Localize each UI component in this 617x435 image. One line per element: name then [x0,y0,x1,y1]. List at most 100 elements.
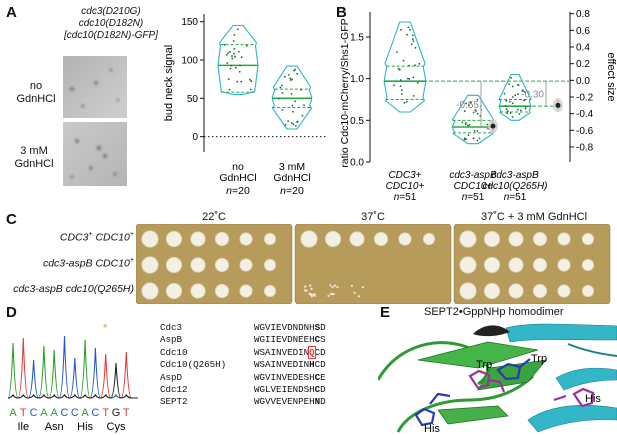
b-violin-2-point [512,96,514,98]
b-violin-0-point [400,28,402,31]
b-x-tick-label: cdc3-aspB [449,170,497,181]
a-violin-0-point [234,55,236,58]
a-violin-0-point [238,70,241,73]
structure-title: SEPT2•GppNHp homodimer [424,306,564,318]
a-violin-0-point [230,64,233,67]
a-violin-1-point [287,120,290,122]
a-violin-0-point [237,50,240,53]
a-violin-1-point [296,120,298,123]
colony-spot [165,256,183,274]
b-violin-1-point [470,101,472,104]
colony-spot [239,284,253,298]
colony-spot [557,258,571,272]
micrograph-no-gdnhcl [63,56,127,118]
b-violin-2-point [505,108,508,110]
colony-spot [349,231,365,247]
b-violin-1-point [466,124,469,127]
b-right-tick-label: 0.4 [576,43,590,54]
a-violin-1-point [290,93,293,95]
amino-acid: His [77,421,93,433]
colony-spot [165,230,183,248]
a-violin-0-point [233,34,236,36]
a-y-axis-label: bud neck signal [163,45,175,121]
a-violin-0-point [227,78,230,80]
a-violin-0-point [239,64,241,67]
a-violin-0-point [234,66,237,69]
b-violin-0-point [418,62,421,65]
row-label-no-gdnhcl: no GdnHCl [14,80,58,106]
base-call: C [91,407,99,419]
b-violin-1-point [465,122,467,124]
base-call: T [20,407,27,419]
b-violin-0-point [407,77,409,80]
condition-37c-gdnhcl: 37˚C + 3 mM GdnHCl [480,211,588,223]
b-violin-2-point [503,92,506,95]
b-violin-0-point [408,78,411,80]
b-violin-2-point [523,99,526,102]
b-violin-0-point [411,38,414,41]
label-his-1: His [424,423,440,435]
b-right-tick-label: -0.2 [576,93,594,104]
b-right-tick-label: -0.6 [576,126,594,137]
a-x-tick-label: 3 mM [279,161,305,173]
align-name-5: Cdc12 [160,383,188,395]
panel-d-label: D [6,304,17,321]
b-violin-1-point [476,98,479,101]
b-violin-2-point [518,113,521,115]
strain-aspb-gene2: CDC10 [92,257,130,270]
b-violin-1-point [473,130,476,132]
seq-0-pre: WGVIEVDNDNH [254,322,315,333]
colony-speck [313,294,316,297]
b-violin-0-point [396,51,398,53]
b-y-tick-label: 1.0 [350,74,364,85]
colony-speck [361,286,364,289]
a-violin-1-point [284,75,286,78]
seq-0-post: D [320,322,326,333]
colony-spot [373,231,389,247]
colony-spot [508,257,524,273]
seq-5-mid: C [314,383,321,395]
a-violin-1-point [292,110,294,113]
b-violin-2-point [511,116,514,118]
colony-speck [309,293,312,297]
b-violin-2-point [509,112,512,114]
colony-spot [581,232,595,246]
a-violin-1-point [287,74,290,76]
align-name-3: Cdc10(Q265H) [160,359,227,371]
row-label-3mm-line-1: 3 mM [20,145,48,157]
b-violin-0-point [412,76,415,79]
seq-1-pre: WGIIEVDNEEH [254,334,315,346]
a-violin-0-point [245,44,248,47]
seq-5-post: D [320,383,326,395]
align-name-1: AspB [160,334,183,346]
a-violin-1-point [284,124,287,126]
b-violin-0-point [402,59,405,62]
micrograph-3mm-gdnhcl [63,122,127,186]
align-name-6: SEPT2 [160,396,188,408]
b-violin-1-point [478,137,481,140]
a-violin-0-point [225,54,228,56]
align-name-4: AspD [160,371,183,383]
colony-spot [508,283,524,299]
align-seq-3: WSAINVEDINHCD [254,359,326,371]
b-violin-0-point [414,46,417,49]
a-violin-1-point [292,123,295,126]
b-violin-2-point [517,108,519,111]
b-y-tick-label: 0.0 [350,158,364,169]
strain-q265h-gene1: cdc3-aspB [13,283,63,295]
colony-speck [353,291,356,294]
a-violin-1-outline [271,65,313,130]
strain-label-aspb-q265h: cdc3-aspB cdc10(Q265H) [10,283,134,295]
b-violin-1-point [468,104,470,107]
colony-spot [483,256,501,274]
seq-2-mid: Q [308,345,316,359]
panel-c-label: C [6,211,17,228]
b-effect-label: -0.30 [521,90,544,101]
colony-spot [190,231,206,247]
colony-spot [190,283,206,299]
a-violin-1-point [281,84,283,87]
strain-wt-sup2: + [129,231,134,238]
colony-spot [300,230,318,248]
genotype-line-3: [cdc10(D182N)-GFP] [64,30,158,41]
colony-speck [303,289,307,292]
